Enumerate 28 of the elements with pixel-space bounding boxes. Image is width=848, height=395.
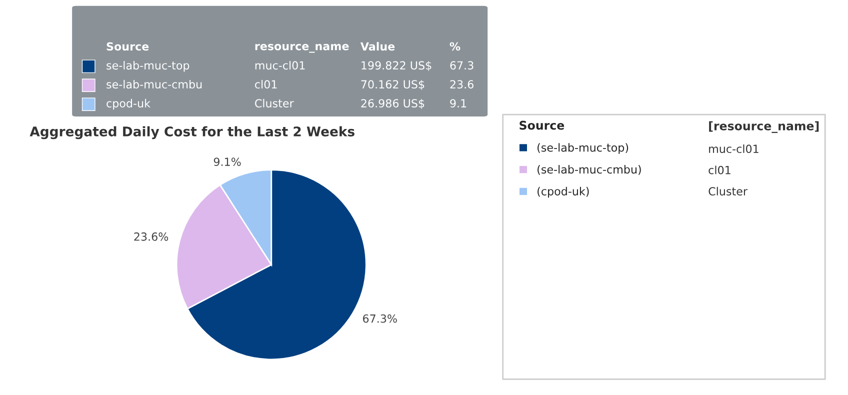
text: muc-cl01	[255, 60, 305, 70]
text: Cluster	[708, 186, 748, 196]
text: muc-cl01	[709, 144, 758, 154]
text: 9.1	[450, 99, 466, 108]
text: cpod-uk	[106, 98, 150, 110]
text: Cluster	[255, 98, 294, 108]
text: cl01	[255, 80, 277, 89]
legend-label: (se-lab-muc-cmbu)	[538, 165, 641, 175]
text: 199.822 US$	[362, 60, 432, 72]
text: 70.162 US$	[361, 80, 424, 90]
text: %	[450, 42, 460, 51]
text: cl01	[708, 166, 730, 174]
text: resource_name	[255, 44, 349, 53]
text: se-lab-muc-top	[106, 60, 190, 72]
text: Value	[360, 42, 395, 51]
text: Source	[106, 42, 149, 51]
legend-label: (se-lab-muc-top)	[538, 143, 628, 154]
data-label: 23.6%	[134, 232, 168, 241]
data-label: 9.1%	[214, 158, 241, 166]
legend-label: (cpod-uk)	[538, 186, 589, 198]
chart-title: Aggregated Daily Cost for the Last 2 Weeks	[30, 126, 354, 140]
text: [resource_name]	[709, 121, 819, 133]
text: 67.3	[450, 61, 474, 70]
legend-title: Source	[520, 120, 564, 130]
text: se-lab-muc-cmbu	[106, 80, 202, 89]
text: 23.6	[450, 80, 474, 89]
data-label: 67.3%	[363, 314, 397, 323]
text: 26.986 US$	[361, 98, 424, 109]
